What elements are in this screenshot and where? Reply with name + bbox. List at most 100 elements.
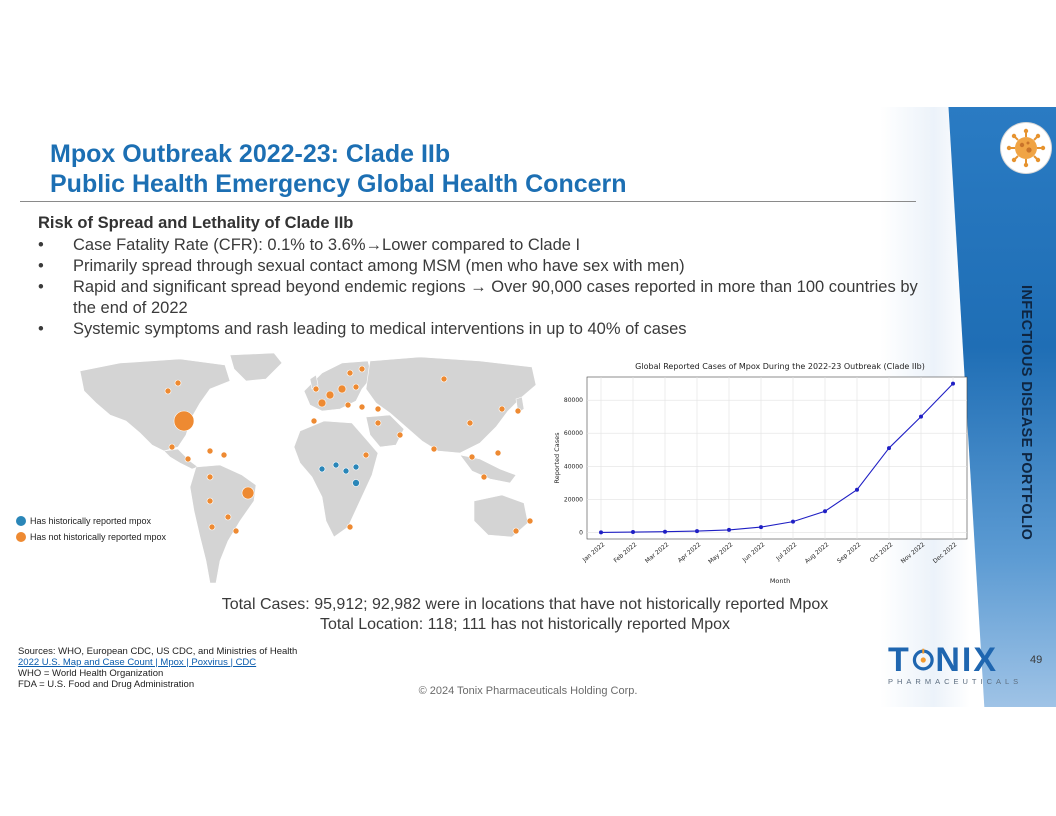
portfolio-label: INFECTIOUS DISEASE PORTFOLIO — [1018, 285, 1034, 541]
logo-subtitle: PHARMACEUTICALS — [888, 677, 1023, 686]
marker-caribbean-2 — [220, 451, 228, 459]
legend-label-not-historical: Has not historically reported mpox — [30, 532, 167, 542]
bullet-marker: • — [38, 236, 44, 254]
australia — [473, 494, 529, 538]
marker-usa — [173, 410, 195, 432]
chart-x-tick-label: Sep 2022 — [836, 541, 862, 565]
marker-mexico — [168, 443, 176, 451]
marker-uruguay — [232, 527, 240, 535]
marker-central-america — [184, 455, 192, 463]
bullet-list: • Case Fatality Rate (CFR): 0.1% to 3.6%→… — [38, 235, 928, 340]
chart-data-point — [663, 529, 667, 534]
bullet-text: Case Fatality Rate (CFR): 0.1% to 3.6%→L… — [73, 236, 581, 254]
map-legend: Has historically reported mpox Has not h… — [16, 513, 166, 545]
chart-x-tick-label: Feb 2022 — [612, 541, 638, 564]
chart-data-point — [599, 530, 603, 535]
chart-x-tick-label: Apr 2022 — [677, 541, 703, 564]
chart-data-point — [791, 519, 795, 524]
title-divider — [20, 201, 916, 202]
legend-row-historical: Has historically reported mpox — [16, 513, 166, 529]
marker-philippines — [494, 449, 502, 457]
marker-poland — [352, 383, 360, 391]
marker-finland — [358, 365, 366, 373]
logo-o-icon — [912, 648, 934, 671]
logo-wordmark: T NIX — [888, 641, 998, 679]
chart-y-tick-label: 0 — [579, 529, 583, 536]
chart-x-tick-label: Aug 2022 — [804, 541, 831, 565]
totals-locations: Total Location: 118; 111 has not histori… — [319, 616, 730, 633]
chart-x-tick-label: Mar 2022 — [644, 541, 670, 565]
bullet-item: • Case Fatality Rate (CFR): 0.1% to 3.6%→… — [38, 235, 928, 256]
chart-title: Global Reported Cases of Mpox During the… — [635, 362, 925, 371]
chart-y-tick-label: 40000 — [564, 463, 583, 470]
world-map — [79, 352, 537, 584]
chart-data-point — [759, 525, 763, 530]
chart-data-point — [855, 487, 859, 492]
chart-data-point — [919, 414, 923, 419]
legend-row-not-historical: Has not historically reported mpox — [16, 529, 166, 545]
chart-data-point — [887, 446, 891, 451]
chart-x-tick-label: Jul 2022 — [774, 541, 798, 563]
marker-nigeria — [332, 461, 340, 469]
chart-y-axis-label: Reported Cases — [553, 432, 561, 484]
country-markers — [164, 365, 534, 535]
marker-india — [430, 445, 438, 453]
sources-line: Sources: WHO, European CDC, US CDC, and … — [18, 646, 298, 657]
bullet-marker: • — [38, 257, 44, 275]
chart-y-tick-label: 80000 — [564, 397, 583, 404]
greenland — [229, 352, 283, 382]
marker-spain — [317, 398, 327, 408]
tonix-logo: T NIX PHARMACEUTICALS — [888, 641, 1023, 686]
bullet-text: Systemic symptoms and rash leading to me… — [73, 320, 687, 338]
marker-south-africa — [346, 523, 354, 531]
central-america — [163, 448, 199, 470]
chart-data-point — [823, 509, 827, 514]
legend-swatch-not-historical — [16, 532, 26, 542]
legend-swatch-historical — [16, 516, 26, 526]
bullet-text: Rapid and significant spread beyond ende… — [73, 278, 918, 317]
marker-colombia — [206, 473, 214, 481]
virus-icon — [1001, 123, 1051, 173]
marker-korea — [498, 405, 506, 413]
north-america — [79, 358, 231, 452]
marker-chile — [208, 523, 216, 531]
bullet-text: Primarily spread through sexual contact … — [73, 257, 685, 275]
chart-data-point — [631, 530, 635, 535]
marker-uae — [396, 431, 404, 439]
chart-x-tick-label: Jun 2022 — [741, 541, 767, 564]
europe — [303, 360, 373, 412]
marker-greece — [358, 403, 366, 411]
chart-x-tick-label: May 2022 — [707, 541, 734, 565]
marker-caribbean — [206, 447, 214, 455]
continents — [79, 352, 537, 584]
bullet-item: • Rapid and significant spread beyond end… — [38, 277, 928, 319]
cases-line-chart: Global Reported Cases of Mpox During the… — [553, 362, 968, 585]
marker-france — [325, 390, 335, 400]
marker-turkey — [374, 405, 382, 413]
chart-x-tick-label: Dec 2022 — [932, 541, 959, 565]
cdc-source-link[interactable]: 2022 U.S. Map and Case Count | Mpox | Po… — [18, 657, 257, 668]
bullet-item: • Systemic symptoms and rash leading to m… — [38, 319, 928, 340]
page-title: Mpox Outbreak 2022-23: Clade IIb Public … — [50, 139, 627, 199]
fda-abbreviation: FDA = U.S. Food and Drug Administration — [18, 679, 195, 690]
asia — [365, 356, 537, 454]
title-line-2: Public Health Emergency Global Health Co… — [50, 170, 627, 198]
logo-letters-right: NIX — [935, 641, 998, 679]
chart-plot-area: Jan 2022 Feb 2022 Mar 2022 Apr 2022 May 2022… — [564, 376, 968, 566]
chart-x-tick-label: Nov 2022 — [900, 541, 927, 565]
chart-y-tick-label: 60000 — [564, 430, 583, 437]
chart-x-tick-label: Jan 2022 — [581, 541, 607, 564]
totals-cases: Total Cases: 95,912; 92,982 were in loca… — [221, 596, 829, 613]
totals-summary: Total Cases: 95,912; 92,982 were in loca… — [180, 595, 870, 635]
chart-series-line — [600, 383, 954, 533]
chart-x-axis-label: Month — [770, 577, 790, 585]
marker-japan — [514, 407, 522, 415]
copyright-notice: © 2024 Tonix Pharmaceuticals Holding Cor… — [418, 685, 638, 697]
marker-australia — [512, 527, 520, 535]
marker-sudan — [362, 451, 370, 459]
chart-data-point — [695, 529, 699, 534]
bullet-marker: • — [38, 320, 44, 338]
bullet-item: • Primarily spread through sexual contact… — [38, 256, 928, 277]
legend-label-historical: Has historically reported mpox — [30, 516, 152, 526]
marker-scandinavia — [346, 369, 354, 377]
